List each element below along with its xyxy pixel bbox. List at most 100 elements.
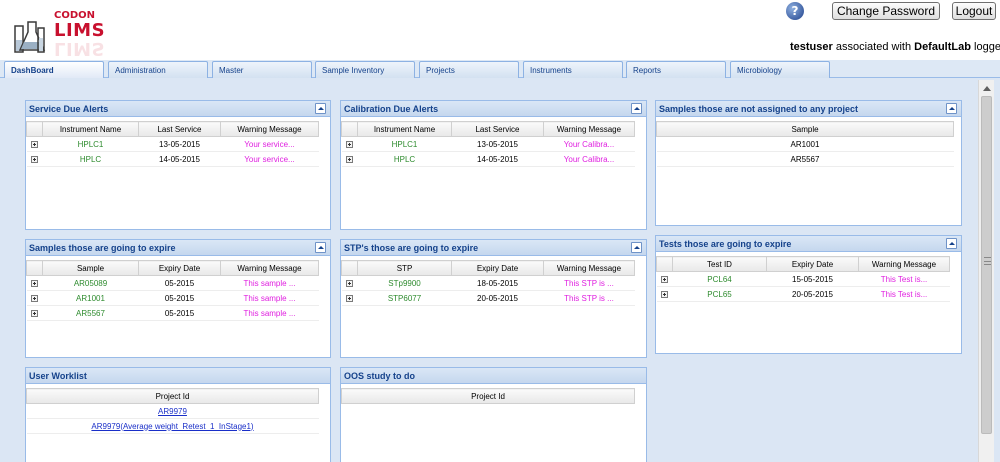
panel-title: Tests those are going to expire — [656, 236, 961, 252]
column-header[interactable]: Expiry Date — [766, 256, 859, 272]
table-header-row: Project Id — [341, 388, 635, 404]
project-link[interactable]: AR9979(Average weight_Retest_1_InStage1) — [91, 421, 254, 431]
scrollbar-thumb[interactable] — [981, 96, 992, 434]
user-worklist-panel: User Worklist Project Id AR9979 AR9979(A… — [25, 367, 331, 462]
samples-expire-panel: Samples those are going to expire Sample… — [25, 239, 331, 358]
collapse-icon[interactable] — [315, 242, 326, 253]
calibration-due-table: Instrument Name Last Service Warning Mes… — [341, 121, 635, 167]
main-tab-bar: DashBoard Administration Master Sample I… — [0, 60, 1000, 79]
column-header[interactable]: Warning Message — [220, 121, 319, 137]
table-row[interactable]: AR9979(Average weight_Retest_1_InStage1) — [26, 418, 319, 434]
table-row[interactable]: AR5567 — [656, 151, 954, 167]
panel-title: Calibration Due Alerts — [341, 101, 646, 117]
service-due-table: Instrument Name Last Service Warning Mes… — [26, 121, 319, 167]
warning-message: This sample ... — [220, 305, 319, 321]
column-header[interactable]: Sample — [42, 260, 139, 276]
oos-study-table: Project Id — [341, 388, 635, 404]
vertical-scrollbar[interactable] — [978, 80, 994, 462]
logout-button[interactable]: Logout — [952, 2, 996, 20]
tab-master[interactable]: Master — [212, 61, 312, 78]
tab-instruments[interactable]: Instruments — [523, 61, 623, 78]
collapse-icon[interactable] — [946, 103, 957, 114]
expand-row-icon[interactable] — [31, 155, 38, 163]
column-header[interactable]: Warning Message — [858, 256, 950, 272]
samples-expire-table: Sample Expiry Date Warning Message AR050… — [26, 260, 319, 321]
table-row[interactable]: HPLC1 13-05-2015 Your Calibra... — [341, 136, 635, 152]
instrument-name: HPLC1 — [42, 136, 139, 152]
column-header[interactable]: Warning Message — [543, 121, 635, 137]
last-service: 14-05-2015 — [138, 151, 221, 167]
expand-row-icon[interactable] — [31, 279, 38, 287]
column-header[interactable]: Last Service — [451, 121, 544, 137]
collapse-icon[interactable] — [946, 238, 957, 249]
expand-row-icon[interactable] — [346, 140, 353, 148]
table-header-row: Sample Expiry Date Warning Message — [26, 260, 319, 276]
scroll-up-arrow-icon[interactable] — [983, 86, 991, 91]
stp-expire-panel: STP's those are going to expire STP Expi… — [340, 239, 647, 358]
column-header[interactable]: Instrument Name — [357, 121, 452, 137]
table-row[interactable]: AR1001 — [656, 136, 954, 152]
samples-unassigned-table: Sample AR1001 AR5567 — [656, 121, 954, 167]
collapse-icon[interactable] — [315, 103, 326, 114]
column-header[interactable]: Sample — [656, 121, 954, 137]
table-row[interactable]: AR9979 — [26, 403, 319, 419]
tab-administration[interactable]: Administration — [108, 61, 208, 78]
column-header[interactable]: Project Id — [26, 388, 319, 404]
tab-projects[interactable]: Projects — [419, 61, 519, 78]
last-service: 14-05-2015 — [451, 151, 544, 167]
column-header[interactable]: Warning Message — [220, 260, 319, 276]
sample-id: AR05089 — [42, 275, 139, 291]
table-row[interactable]: PCL65 20-05-2015 This Test is... — [656, 286, 950, 302]
change-password-button[interactable]: Change Password — [832, 2, 940, 20]
tab-sample-inventory[interactable]: Sample Inventory — [315, 61, 415, 78]
table-row[interactable]: AR05089 05-2015 This sample ... — [26, 275, 319, 291]
expand-row-icon[interactable] — [31, 140, 38, 148]
table-row[interactable]: AR1001 05-2015 This sample ... — [26, 290, 319, 306]
logo-reflection: LIMS — [54, 38, 106, 59]
sample-id: AR5567 — [656, 151, 954, 167]
warning-message: This Test is... — [858, 286, 950, 302]
sample-id: AR5567 — [42, 305, 139, 321]
column-header[interactable]: Warning Message — [543, 260, 635, 276]
warning-message: This STP is ... — [543, 290, 635, 306]
stp-expire-table: STP Expiry Date Warning Message STp9900 … — [341, 260, 635, 306]
project-link[interactable]: AR9979 — [158, 406, 187, 416]
tab-microbiology[interactable]: Microbiology — [730, 61, 830, 78]
column-header[interactable]: Expiry Date — [138, 260, 221, 276]
expand-row-icon[interactable] — [661, 275, 668, 283]
column-header[interactable]: Test ID — [672, 256, 767, 272]
column-header[interactable]: Last Service — [138, 121, 221, 137]
tab-dashboard[interactable]: DashBoard — [4, 61, 104, 79]
column-header[interactable]: STP — [357, 260, 452, 276]
expand-row-icon[interactable] — [346, 294, 353, 302]
table-row[interactable]: AR5567 05-2015 This sample ... — [26, 305, 319, 321]
stp-id: STP6077 — [357, 290, 452, 306]
logged-in-text: logged in — [974, 41, 1000, 53]
collapse-icon[interactable] — [631, 103, 642, 114]
column-header[interactable]: Expiry Date — [451, 260, 544, 276]
table-row[interactable]: HPLC 14-05-2015 Your service... — [26, 151, 319, 167]
expand-row-icon[interactable] — [346, 279, 353, 287]
warning-message: This Test is... — [858, 271, 950, 287]
last-service: 13-05-2015 — [451, 136, 544, 152]
collapse-icon[interactable] — [631, 242, 642, 253]
table-row[interactable]: HPLC 14-05-2015 Your Calibra... — [341, 151, 635, 167]
calibration-due-alerts-panel: Calibration Due Alerts Instrument Name L… — [340, 100, 647, 230]
expand-row-icon[interactable] — [661, 290, 668, 298]
tab-reports[interactable]: Reports — [626, 61, 726, 78]
table-row[interactable]: STP6077 20-05-2015 This STP is ... — [341, 290, 635, 306]
warning-message: This STP is ... — [543, 275, 635, 291]
lab-flask-icon — [14, 21, 46, 53]
help-icon[interactable]: ? — [786, 2, 804, 20]
expand-row-icon[interactable] — [31, 294, 38, 302]
column-header[interactable]: Project Id — [341, 388, 635, 404]
column-header[interactable]: Instrument Name — [42, 121, 139, 137]
app-header: CODON LIMS LIMS ? Change Password Logout… — [0, 0, 1000, 60]
logo-bottom-text: LIMS — [54, 20, 106, 41]
warning-message: This sample ... — [220, 275, 319, 291]
expand-row-icon[interactable] — [31, 309, 38, 317]
table-row[interactable]: STp9900 18-05-2015 This STP is ... — [341, 275, 635, 291]
table-row[interactable]: HPLC1 13-05-2015 Your service... — [26, 136, 319, 152]
expand-row-icon[interactable] — [346, 155, 353, 163]
table-row[interactable]: PCL64 15-05-2015 This Test is... — [656, 271, 950, 287]
